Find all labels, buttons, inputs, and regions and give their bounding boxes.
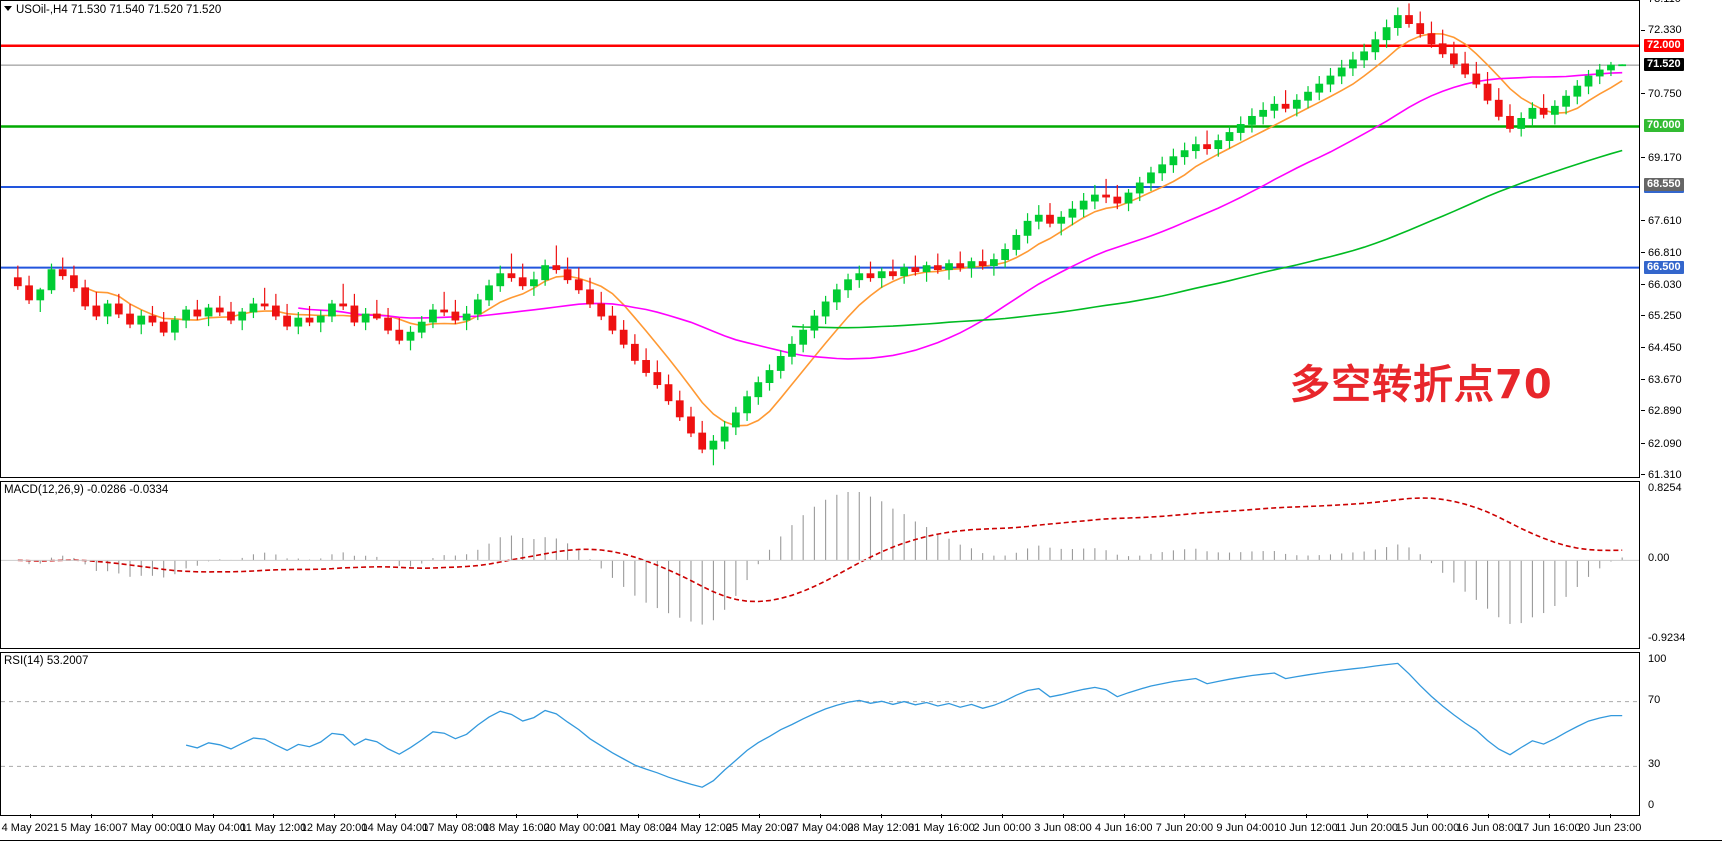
- rsi-svg: [1, 662, 1639, 788]
- price-axis-tick: 61.310: [1641, 470, 1682, 478]
- time-axis-tick-mark: [880, 814, 882, 818]
- time-axis-tick-mark: [273, 814, 275, 818]
- time-axis-tick-mark: [30, 814, 32, 818]
- time-axis-label: 27 May 04:00: [786, 822, 854, 834]
- time-axis-label: 5 May 16:00: [60, 822, 122, 834]
- caret-down-icon[interactable]: [4, 6, 12, 12]
- price-tag[interactable]: 71.520: [1644, 58, 1684, 72]
- time-axis-tick-mark: [455, 814, 457, 818]
- price-axis-tick: 69.170: [1641, 152, 1682, 164]
- price-tag[interactable]: 66.500: [1644, 260, 1684, 274]
- time-axis-label: 10 Jun 12:00: [1274, 822, 1338, 834]
- macd-label: MACD(12,26,9) -0.0286 -0.0334: [4, 484, 169, 496]
- price-axis-tick: 72.330: [1641, 25, 1682, 36]
- rsi-axis-tick: 70: [1648, 693, 1661, 706]
- time-axis-tick-mark: [1488, 814, 1490, 818]
- rsi-axis: 100 70 30 0: [1641, 652, 1722, 816]
- time-axis-label: 3 Jun 08:00: [1034, 822, 1092, 834]
- time-axis-tick-mark: [759, 814, 761, 818]
- time-axis-label: 9 Jun 04:00: [1216, 822, 1274, 834]
- rsi-axis-tick: 100: [1648, 653, 1667, 665]
- time-axis-label: 7 Jun 20:00: [1155, 822, 1214, 834]
- time-axis-tick-mark: [1609, 814, 1611, 818]
- price-axis-tick: 65.250: [1641, 311, 1682, 322]
- time-axis-tick-mark: [1548, 814, 1550, 818]
- macd-axis-tick: 0.00: [1648, 552, 1670, 565]
- time-axis-tick-mark: [637, 814, 639, 818]
- price-axis[interactable]: 73.110 72.330 70.750 69.170 67.610 66.810 66.0…: [1641, 0, 1722, 478]
- time-axis-tick-mark: [212, 814, 214, 818]
- time-axis-label: 12 May 20:00: [300, 822, 368, 834]
- time-axis-tick-mark: [1184, 814, 1186, 818]
- time-axis-tick-mark: [334, 814, 336, 818]
- rsi-plot-area: [1, 653, 1639, 815]
- time-axis-label: 4 Jun 16:00: [1094, 822, 1153, 834]
- price-axis-tick: 63.670: [1641, 374, 1682, 386]
- time-axis-tick-mark: [941, 814, 943, 818]
- time-axis-label: 10 May 04:00: [179, 822, 246, 834]
- price-axis-tick: 62.090: [1641, 438, 1682, 450]
- price-axis-tick: 64.450: [1641, 343, 1682, 354]
- price-axis-tick: 70.750: [1641, 89, 1682, 100]
- price-plot-area[interactable]: [1, 1, 1639, 477]
- symbol-header-text: USOil-,H4 71.530 71.540 71.520 71.520: [16, 4, 222, 16]
- time-axis-tick-mark: [577, 814, 579, 818]
- macd-axis: 0.8254 0.00 -0.9234: [1641, 481, 1722, 649]
- time-axis-tick-mark: [394, 814, 396, 818]
- time-axis-tick-mark: [151, 814, 153, 818]
- price-axis-tick: 62.890: [1641, 406, 1682, 417]
- time-axis-label: 7 May 00:00: [121, 822, 183, 834]
- time-axis-tick-mark: [1123, 814, 1125, 818]
- macd-plot-area: [1, 482, 1639, 648]
- price-tag[interactable]: 72.000: [1644, 38, 1684, 52]
- macd-panel[interactable]: [0, 481, 1640, 649]
- rsi-axis-tick: 30: [1648, 758, 1661, 771]
- time-axis-label: 4 May 2021: [1, 822, 60, 834]
- symbol-header: USOil-,H4 71.530 71.540 71.520 71.520: [4, 4, 221, 17]
- time-axis-label: 31 May 16:00: [908, 822, 975, 834]
- time-axis-tick-mark: [1427, 814, 1429, 818]
- time-axis[interactable]: 4 May 2021 5 May 16:00 7 May 00:00 10 May 0…: [0, 814, 1642, 841]
- time-axis-label: 28 May 12:00: [847, 822, 915, 834]
- macd-axis-tick: -0.9234: [1648, 632, 1686, 644]
- chart-annotation: 多空转折点70: [1290, 362, 1553, 408]
- price-axis-tick: 66.030: [1641, 279, 1682, 291]
- time-axis-tick-mark: [698, 814, 700, 818]
- rsi-axis-tick: 0: [1648, 799, 1655, 811]
- time-axis-label: 17 Jun 16:00: [1517, 822, 1581, 834]
- time-axis-label: 18 May 16:00: [482, 822, 550, 834]
- time-axis-label: 2 Jun 00:00: [973, 822, 1031, 834]
- time-axis-tick-mark: [516, 814, 518, 818]
- price-chart-panel[interactable]: [0, 0, 1640, 478]
- price-axis-tick: 66.810: [1641, 248, 1682, 259]
- price-axis-tick: 73.110: [1641, 0, 1681, 5]
- time-axis-label: 21 May 08:00: [604, 822, 672, 834]
- rsi-panel[interactable]: [0, 652, 1640, 816]
- macd-svg: [1, 492, 1639, 625]
- price-tag[interactable]: 68.550: [1644, 177, 1684, 191]
- time-axis-label: 20 Jun 23:00: [1577, 822, 1642, 834]
- time-axis-tick-mark: [1002, 814, 1004, 818]
- time-axis-label: 24 May 12:00: [665, 822, 732, 834]
- price-axis-tick: 67.610: [1641, 215, 1682, 227]
- time-axis-label: 25 May 20:00: [725, 822, 793, 834]
- time-axis-label: 14 May 04:00: [361, 822, 429, 834]
- time-axis-label: 11 Jun 20:00: [1335, 822, 1399, 834]
- time-axis-tick-mark: [1062, 814, 1064, 818]
- time-axis-label: 11 May 12:00: [240, 822, 307, 834]
- macd-axis-tick: 0.8254: [1648, 482, 1682, 494]
- price-candlestick-svg: [1, 3, 1639, 466]
- time-axis-label: 20 May 00:00: [543, 822, 611, 834]
- time-axis-tick-mark: [1305, 814, 1307, 818]
- time-axis-label: 15 Jun 00:00: [1395, 822, 1460, 834]
- time-axis-tick-mark: [91, 814, 93, 818]
- time-axis-tick-mark: [1245, 814, 1247, 818]
- price-tag[interactable]: 70.000: [1644, 119, 1684, 133]
- time-axis-tick-mark: [1366, 814, 1368, 818]
- rsi-label: RSI(14) 53.2007: [4, 655, 89, 667]
- time-axis-tick-mark: [820, 814, 821, 818]
- time-axis-label: 17 May 08:00: [422, 822, 489, 834]
- time-axis-label: 16 Jun 08:00: [1456, 822, 1520, 834]
